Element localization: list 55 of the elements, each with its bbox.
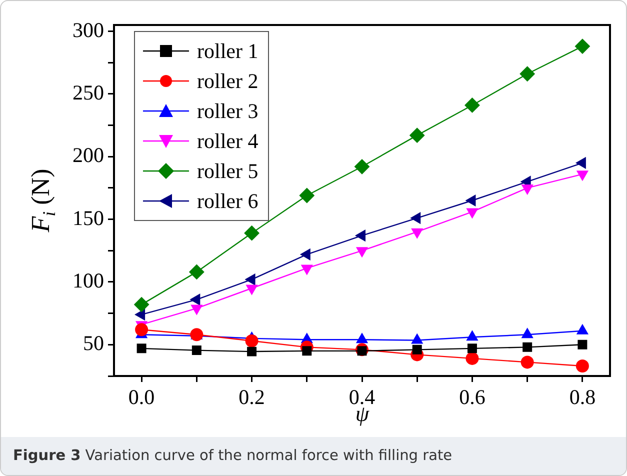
x-tick-label: 0.6	[459, 385, 486, 410]
point	[574, 38, 590, 54]
point	[354, 159, 370, 174]
caption: Figure 3 Variation curve of the normal force with filling rate	[1, 437, 626, 475]
point	[520, 66, 535, 82]
legend-label: roller 4	[197, 128, 258, 154]
y-tick-label: 150	[72, 206, 104, 230]
point	[578, 340, 588, 350]
y-tick-label: 100	[72, 268, 104, 292]
y-tick-label: 50	[83, 331, 104, 356]
legend-label: roller 3	[197, 98, 258, 124]
point	[245, 334, 258, 348]
y-axis-title: Fi (N)	[26, 168, 59, 234]
legend-label: roller 2	[197, 68, 258, 94]
x-tick-label: 0.8	[569, 385, 596, 410]
point	[245, 274, 256, 286]
point	[467, 344, 477, 354]
point	[412, 344, 422, 354]
point	[466, 330, 478, 341]
point	[466, 352, 479, 365]
point	[410, 128, 425, 143]
point	[189, 264, 204, 280]
point	[299, 188, 314, 203]
point	[464, 98, 480, 113]
point	[411, 334, 423, 344]
point	[522, 184, 534, 194]
legend-label: roller 6	[197, 188, 258, 214]
legend-label: roller 1	[197, 38, 258, 64]
point	[190, 294, 200, 306]
y-tick-label: 300	[72, 18, 104, 42]
point	[244, 226, 260, 241]
point	[411, 228, 423, 238]
point	[135, 308, 146, 320]
point	[576, 170, 588, 181]
point	[300, 248, 310, 260]
point	[522, 328, 534, 338]
point	[134, 297, 150, 312]
point	[136, 344, 146, 354]
point	[576, 359, 589, 372]
point	[247, 346, 257, 356]
point	[192, 346, 202, 356]
point	[466, 208, 478, 218]
x-tick-label: 0.0	[128, 385, 155, 410]
point	[135, 323, 148, 336]
y-tick-label: 200	[72, 143, 104, 168]
point	[576, 324, 588, 334]
point	[356, 230, 366, 242]
point	[520, 356, 534, 369]
y-tick-label: 250	[72, 80, 104, 104]
legend-label: roller 5	[197, 158, 258, 184]
point	[522, 342, 532, 352]
point	[356, 333, 368, 344]
point	[466, 194, 476, 206]
x-tick-label: 0.2	[238, 385, 265, 410]
point	[410, 212, 421, 224]
